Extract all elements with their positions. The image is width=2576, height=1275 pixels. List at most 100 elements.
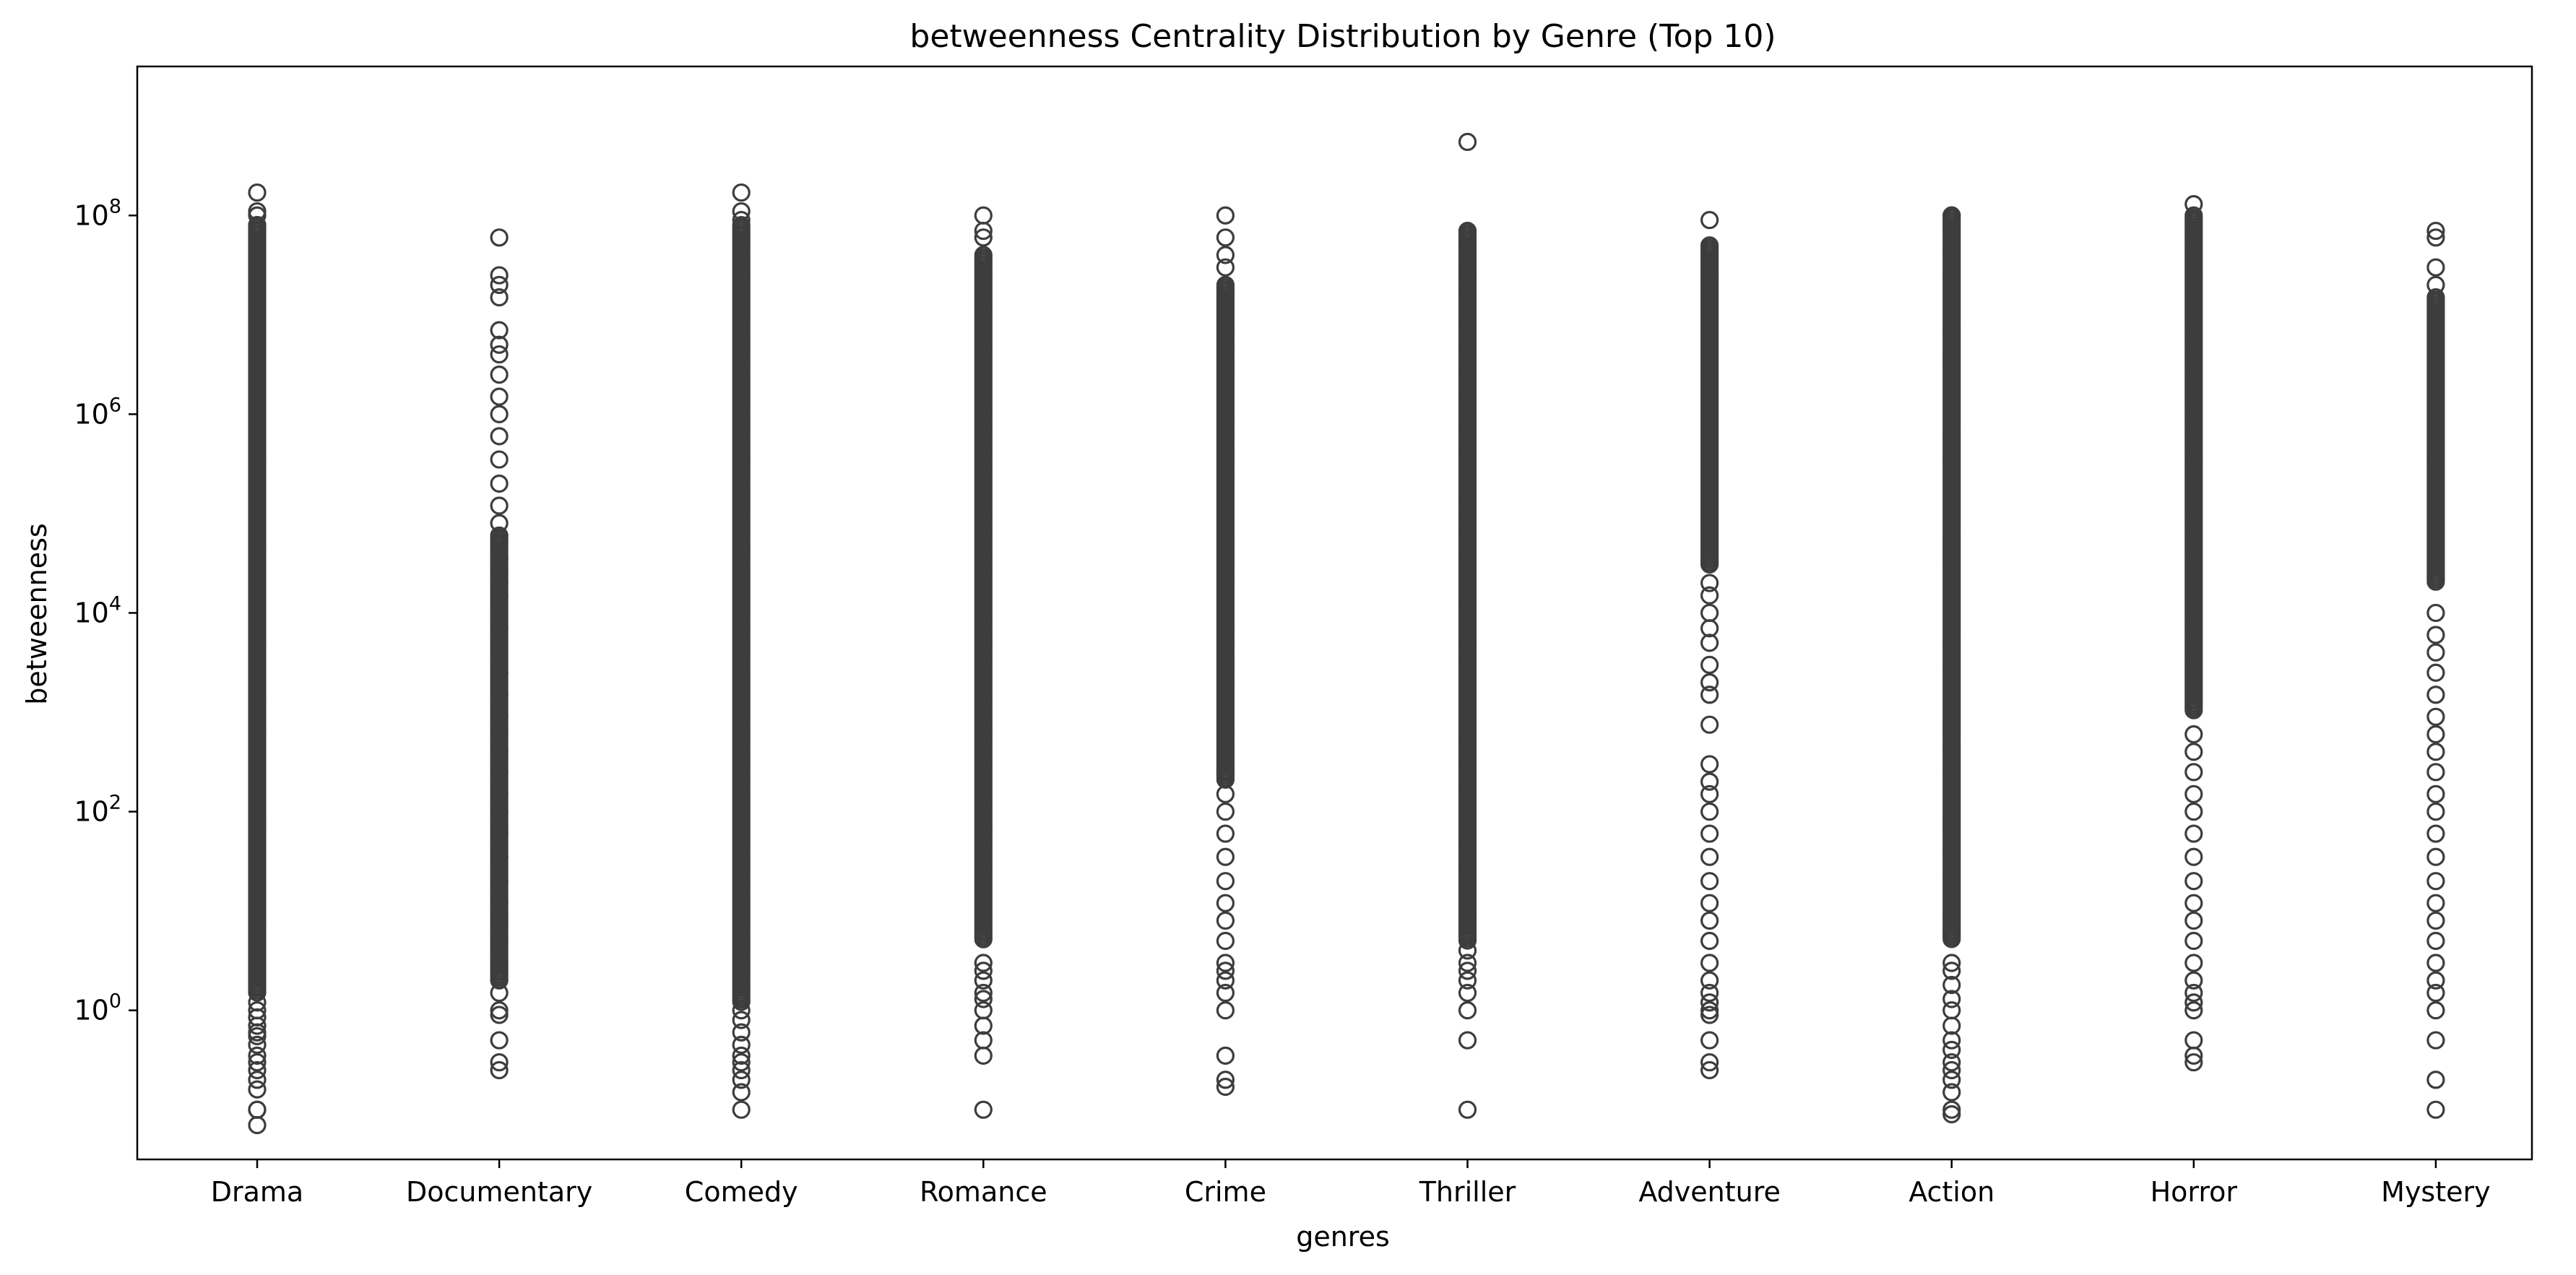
data-point — [974, 983, 993, 1003]
data-point — [1700, 603, 1719, 623]
data-point — [2184, 872, 2203, 891]
data-point — [1216, 228, 1235, 247]
data-point — [1216, 931, 1235, 951]
data-point — [2426, 686, 2445, 704]
data-point — [1458, 1031, 1477, 1050]
data-point — [248, 202, 267, 221]
data-point — [2426, 802, 2445, 821]
data-point — [248, 216, 267, 235]
data-point — [1458, 941, 1477, 960]
data-point — [490, 574, 509, 592]
data-point — [248, 1046, 267, 1065]
data-point — [490, 564, 509, 583]
data-point — [2184, 1053, 2203, 1072]
data-point — [2426, 626, 2445, 644]
data-point — [490, 763, 509, 782]
data-point — [490, 496, 509, 515]
data-point — [248, 183, 267, 202]
y-axis-label: betweenness — [21, 523, 53, 704]
data-point — [2184, 1031, 2203, 1050]
data-point — [490, 707, 509, 726]
data-point — [2426, 643, 2445, 662]
data-point — [490, 983, 509, 1003]
data-point — [1942, 206, 1961, 225]
data-point — [2184, 983, 2203, 1003]
data-point — [974, 1001, 993, 1020]
data-point — [1700, 1053, 1719, 1072]
data-point — [2426, 1031, 2445, 1050]
data-point — [1700, 971, 1719, 990]
data-point — [490, 474, 509, 493]
data-point — [490, 366, 509, 384]
data-point — [1942, 1071, 1961, 1089]
data-point — [2426, 743, 2445, 761]
x-tick-label: Romance — [920, 1176, 1047, 1208]
data-point — [1216, 743, 1235, 761]
data-point — [1700, 954, 1719, 972]
data-point — [1216, 954, 1235, 972]
data-point — [248, 993, 267, 1012]
x-tick-label: Action — [1909, 1176, 1994, 1208]
data-point — [1700, 574, 1719, 592]
data-point — [2184, 971, 2203, 990]
data-point — [2426, 725, 2445, 744]
data-point — [2184, 1001, 2203, 1020]
data-point — [1458, 961, 1477, 980]
data-point — [2184, 911, 2203, 930]
y-tick-label: 104 — [74, 592, 121, 628]
data-point — [732, 1001, 751, 1020]
plot-frame — [136, 65, 2533, 1161]
data-point — [2184, 993, 2203, 1012]
data-point — [2184, 847, 2203, 866]
data-point — [490, 514, 509, 532]
data-point — [2426, 572, 2445, 591]
data-point — [2426, 911, 2445, 930]
data-point — [1216, 894, 1235, 912]
data-point — [490, 911, 509, 930]
data-point — [490, 961, 509, 980]
data-point — [1216, 1001, 1235, 1020]
x-tick-label: Documentary — [406, 1176, 592, 1208]
data-point — [974, 930, 993, 948]
data-point — [490, 288, 509, 307]
data-point — [490, 335, 509, 354]
data-point — [490, 345, 509, 364]
data-point — [1216, 911, 1235, 930]
data-point — [1700, 983, 1719, 1003]
data-point — [2184, 701, 2203, 719]
data-point — [732, 202, 751, 221]
x-tick-label: Comedy — [685, 1176, 798, 1208]
data-point — [248, 1071, 267, 1089]
data-point — [248, 1035, 267, 1054]
x-axis-label: genres — [1296, 1221, 1390, 1253]
data-point — [1216, 971, 1235, 990]
data-point — [732, 210, 751, 230]
x-tick-label: Adventure — [1638, 1176, 1781, 1208]
data-point — [490, 894, 509, 912]
data-point — [490, 1053, 509, 1072]
data-point — [2426, 872, 2445, 891]
data-point — [974, 961, 993, 980]
data-point — [1458, 954, 1477, 972]
data-point — [490, 526, 509, 545]
data-point — [1942, 930, 1961, 948]
data-point — [1700, 802, 1719, 821]
series-romance — [974, 206, 993, 1119]
data-point — [248, 1060, 267, 1080]
data-point — [2426, 603, 2445, 623]
data-point — [490, 802, 509, 821]
data-point — [490, 785, 509, 803]
data-point — [490, 686, 509, 704]
data-point — [732, 1011, 751, 1029]
x-tick-label: Crime — [1185, 1176, 1266, 1208]
data-point — [490, 275, 509, 295]
data-point — [1700, 634, 1719, 652]
data-point — [1942, 1040, 1961, 1059]
data-point — [2184, 785, 2203, 803]
x-tick-label: Drama — [211, 1176, 303, 1208]
data-point — [1216, 872, 1235, 891]
series-action — [1942, 206, 1961, 1124]
x-tick-label: Horror — [2151, 1176, 2238, 1208]
data-point — [2426, 1100, 2445, 1119]
